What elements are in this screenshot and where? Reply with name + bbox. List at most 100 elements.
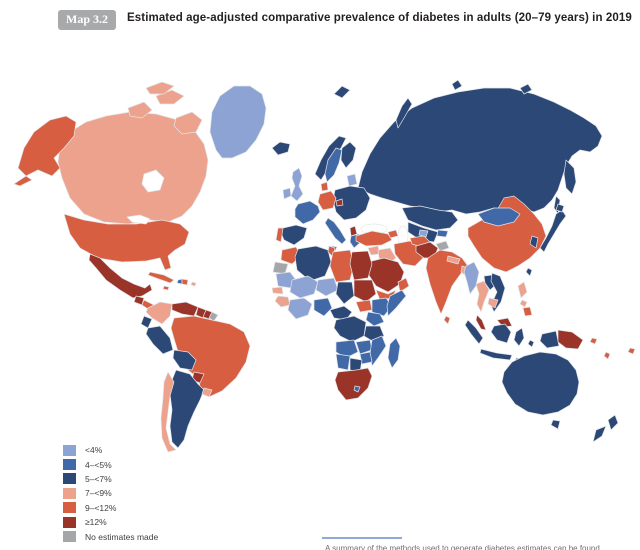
map-region-cuba — [147, 271, 175, 284]
legend-swatch — [63, 473, 76, 485]
map-region-chad — [335, 281, 355, 305]
legend-item: 5–<7% — [63, 472, 158, 486]
legend-swatch — [63, 487, 76, 499]
legend-label: 5–<7% — [85, 473, 112, 484]
map-region-alaska — [17, 115, 77, 177]
map-region-finland — [340, 141, 357, 169]
map-region-korea — [529, 235, 539, 249]
map-region-japan — [539, 209, 567, 253]
map-region-india — [425, 249, 469, 315]
map-region-uruguay — [201, 387, 213, 398]
map-region-kyrgyzstan — [436, 229, 449, 238]
map-region-denmark — [320, 181, 329, 192]
legend-swatch — [63, 516, 76, 528]
map-region-novaya-zemlya — [395, 97, 413, 129]
map-region-mindanao — [522, 306, 533, 317]
map-region-dominican-republic — [181, 278, 189, 286]
map-region-arctic-isles — [451, 79, 463, 91]
map-region-chile — [160, 371, 177, 453]
great-lakes — [126, 214, 151, 225]
map-region-baffin-island — [173, 111, 203, 135]
map-region-new-zealand-south — [592, 425, 607, 443]
map-region-java — [479, 348, 513, 361]
map-region-ecuador — [140, 315, 153, 329]
hudson-bay — [141, 169, 165, 193]
map-region-sri-lanka — [443, 315, 451, 325]
map-number-badge: Map 3.2 — [58, 10, 116, 30]
map-region-uganda-kenya — [365, 311, 385, 327]
map-region-ellesmere-island — [145, 81, 175, 95]
map-region-hokkaido — [555, 203, 565, 213]
map-region-luzon — [517, 281, 528, 299]
legend-item: 7–<9% — [63, 486, 158, 500]
map-region-thailand — [475, 280, 490, 313]
legend-swatch — [63, 502, 76, 514]
map-region-papua-new-guinea — [557, 329, 584, 350]
footnote-text: A summary of the methods used to generat… — [325, 544, 600, 550]
map-region-france — [294, 200, 321, 225]
map-region-madagascar — [387, 337, 401, 369]
map-region-libya — [329, 249, 355, 283]
map-region-cambodia — [487, 297, 499, 309]
map-region-visayas — [519, 299, 528, 308]
map-region-south-africa — [334, 367, 373, 401]
figure-title: Estimated age-adjusted comparative preva… — [127, 12, 632, 24]
map-region-lesotho — [353, 385, 361, 393]
map-region-aleutians — [13, 175, 33, 187]
map-region-mongolia — [477, 207, 521, 227]
map-region-kazakhstan — [401, 205, 459, 231]
map-region-united-kingdom — [290, 167, 304, 202]
legend-label: 4–<5% — [85, 459, 112, 470]
map-region-niger — [315, 277, 339, 297]
map-region-myanmar — [463, 261, 480, 295]
map-region-guinea — [274, 295, 291, 308]
map-region-haiti — [176, 278, 183, 285]
map-region-western-sahara — [272, 261, 289, 275]
map-region-nigeria — [313, 297, 333, 317]
map-region-cameroon-car — [329, 305, 353, 321]
map-region-south-sudan — [355, 299, 373, 313]
map-region-iceland — [271, 141, 291, 156]
map-region-somalia — [386, 289, 407, 317]
map-region-nepal — [446, 255, 461, 265]
map-region-angola — [335, 339, 359, 359]
map-region-russia — [357, 87, 603, 215]
map-region-czechia — [335, 198, 344, 207]
map-region-italy — [324, 217, 347, 245]
map-region-spain — [280, 224, 308, 246]
map-region-new-siberian-isles — [519, 83, 533, 95]
map-region-baltic-states — [346, 173, 358, 187]
map-legend: <4% 4–<5% 5–<7% 7–<9% 9–<12% ≥12% No est… — [63, 443, 158, 544]
legend-label: 9–<12% — [85, 502, 117, 513]
map-region-french-guiana — [208, 311, 219, 322]
map-region-peru — [145, 325, 174, 355]
map-region-taiwan — [525, 267, 533, 277]
map-region-fiji — [627, 347, 636, 355]
figure-header: Map 3.2 Estimated age-adjusted comparati… — [58, 10, 639, 30]
legend-swatch — [63, 459, 76, 471]
map-region-drc — [333, 315, 367, 343]
map-region-tasmania — [550, 419, 561, 430]
map-region-west-africa — [287, 297, 313, 320]
map-region-argentina — [169, 369, 205, 449]
legend-swatch — [63, 444, 76, 456]
map-region-sweden — [324, 147, 343, 183]
map-region-puerto-rico — [190, 281, 197, 287]
legend-label: No estimates made — [85, 531, 159, 542]
map-region-greenland — [209, 85, 267, 159]
legend-label: <4% — [85, 445, 103, 456]
map-region-new-zealand-north — [607, 414, 619, 431]
legend-item: ≥12% — [63, 515, 158, 529]
map-region-malaysia-peninsula — [475, 314, 487, 331]
map-region-namibia — [335, 353, 351, 371]
map-region-moluccas — [527, 339, 535, 348]
map-region-solomon-islands — [589, 337, 598, 345]
map-region-west-papua — [539, 330, 560, 349]
map-region-eastern-europe — [332, 185, 371, 221]
map-region-vanuatu — [603, 351, 611, 360]
map-region-venezuela — [171, 301, 199, 317]
legend-swatch — [63, 531, 76, 543]
map-region-mali — [289, 275, 319, 299]
